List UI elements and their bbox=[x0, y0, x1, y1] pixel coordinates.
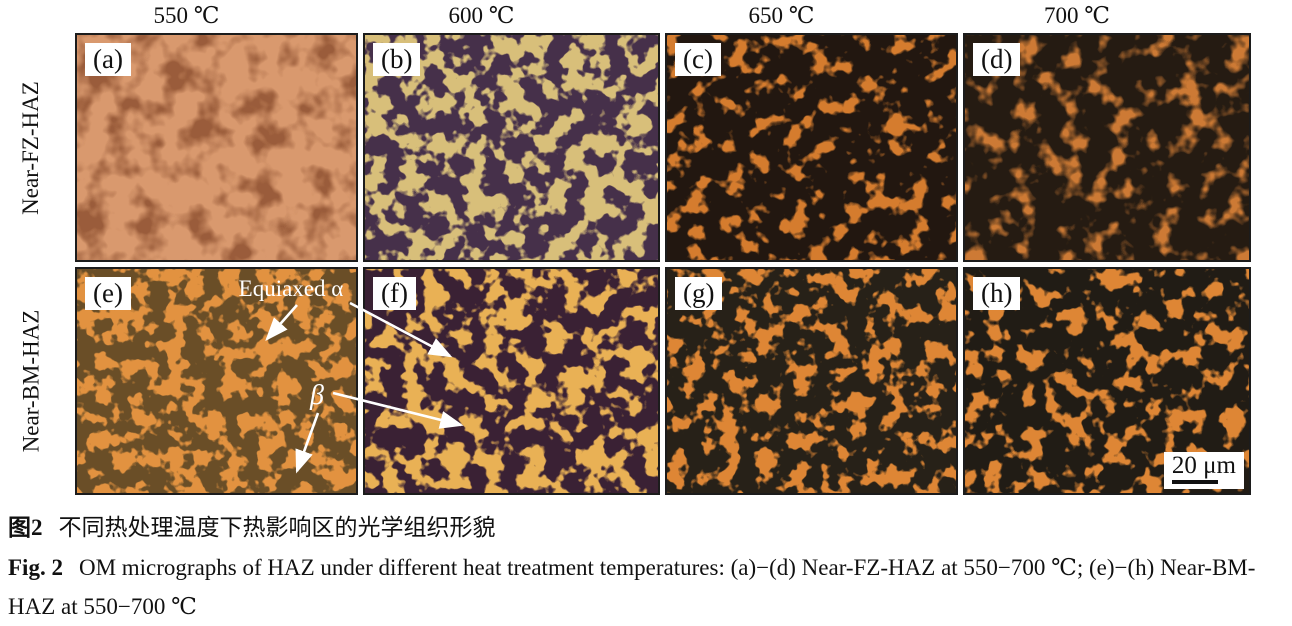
micrograph-panel-c: (c) bbox=[665, 33, 958, 262]
panel-label-e: (e) bbox=[85, 277, 131, 311]
row-label-near-fz-haz: Near-FZ-HAZ bbox=[18, 80, 43, 215]
panel-label-c: (c) bbox=[675, 43, 721, 77]
scale-bar-label: 20 μm bbox=[1171, 451, 1236, 479]
scale-bar-line bbox=[1171, 480, 1218, 484]
row-label-near-bm-haz: Near-BM-HAZ bbox=[18, 309, 44, 453]
caption-chinese-text: 不同热处理温度下热影响区的光学组织形貌 bbox=[58, 515, 496, 540]
panel-label-h: (h) bbox=[973, 277, 1021, 311]
panel-label-g: (g) bbox=[675, 277, 723, 311]
column-header-550C: 550 ℃ bbox=[153, 3, 220, 28]
micrograph-panel-b: (b) bbox=[363, 33, 660, 262]
panel-label-d: (d) bbox=[973, 43, 1021, 77]
column-header-700C: 700 ℃ bbox=[1044, 3, 1110, 28]
caption-chinese: 图2 不同热处理温度下热影响区的光学组织形貌 bbox=[8, 508, 1284, 547]
micrograph-panel-f: (f) bbox=[363, 267, 660, 495]
panel-label-a: (a) bbox=[85, 43, 131, 77]
micrograph-panel-h: (h) 20 μm bbox=[963, 267, 1251, 495]
scale-bar: 20 μm bbox=[1163, 451, 1244, 489]
caption-chinese-prefix: 图2 bbox=[8, 515, 43, 540]
panel-label-b: (b) bbox=[373, 43, 421, 77]
caption-english-text: OM micrographs of HAZ under different he… bbox=[8, 555, 1256, 620]
micrograph-texture-c bbox=[667, 35, 956, 260]
micrograph-panel-d: (d) bbox=[963, 33, 1251, 262]
micrograph-panel-e: (e) bbox=[75, 267, 358, 495]
column-header-600C: 600 ℃ bbox=[448, 3, 515, 28]
micrograph-panel-g: (g) bbox=[665, 267, 958, 495]
column-header-650C: 650 ℃ bbox=[748, 3, 815, 28]
caption-english: Fig. 2 OM micrographs of HAZ under differ… bbox=[8, 548, 1284, 626]
micrograph-panel-a: (a) bbox=[75, 33, 358, 262]
micrograph-grid: (a) (b) bbox=[75, 33, 1251, 495]
caption-english-prefix: Fig. 2 bbox=[8, 555, 63, 580]
panel-label-f: (f) bbox=[373, 277, 416, 311]
